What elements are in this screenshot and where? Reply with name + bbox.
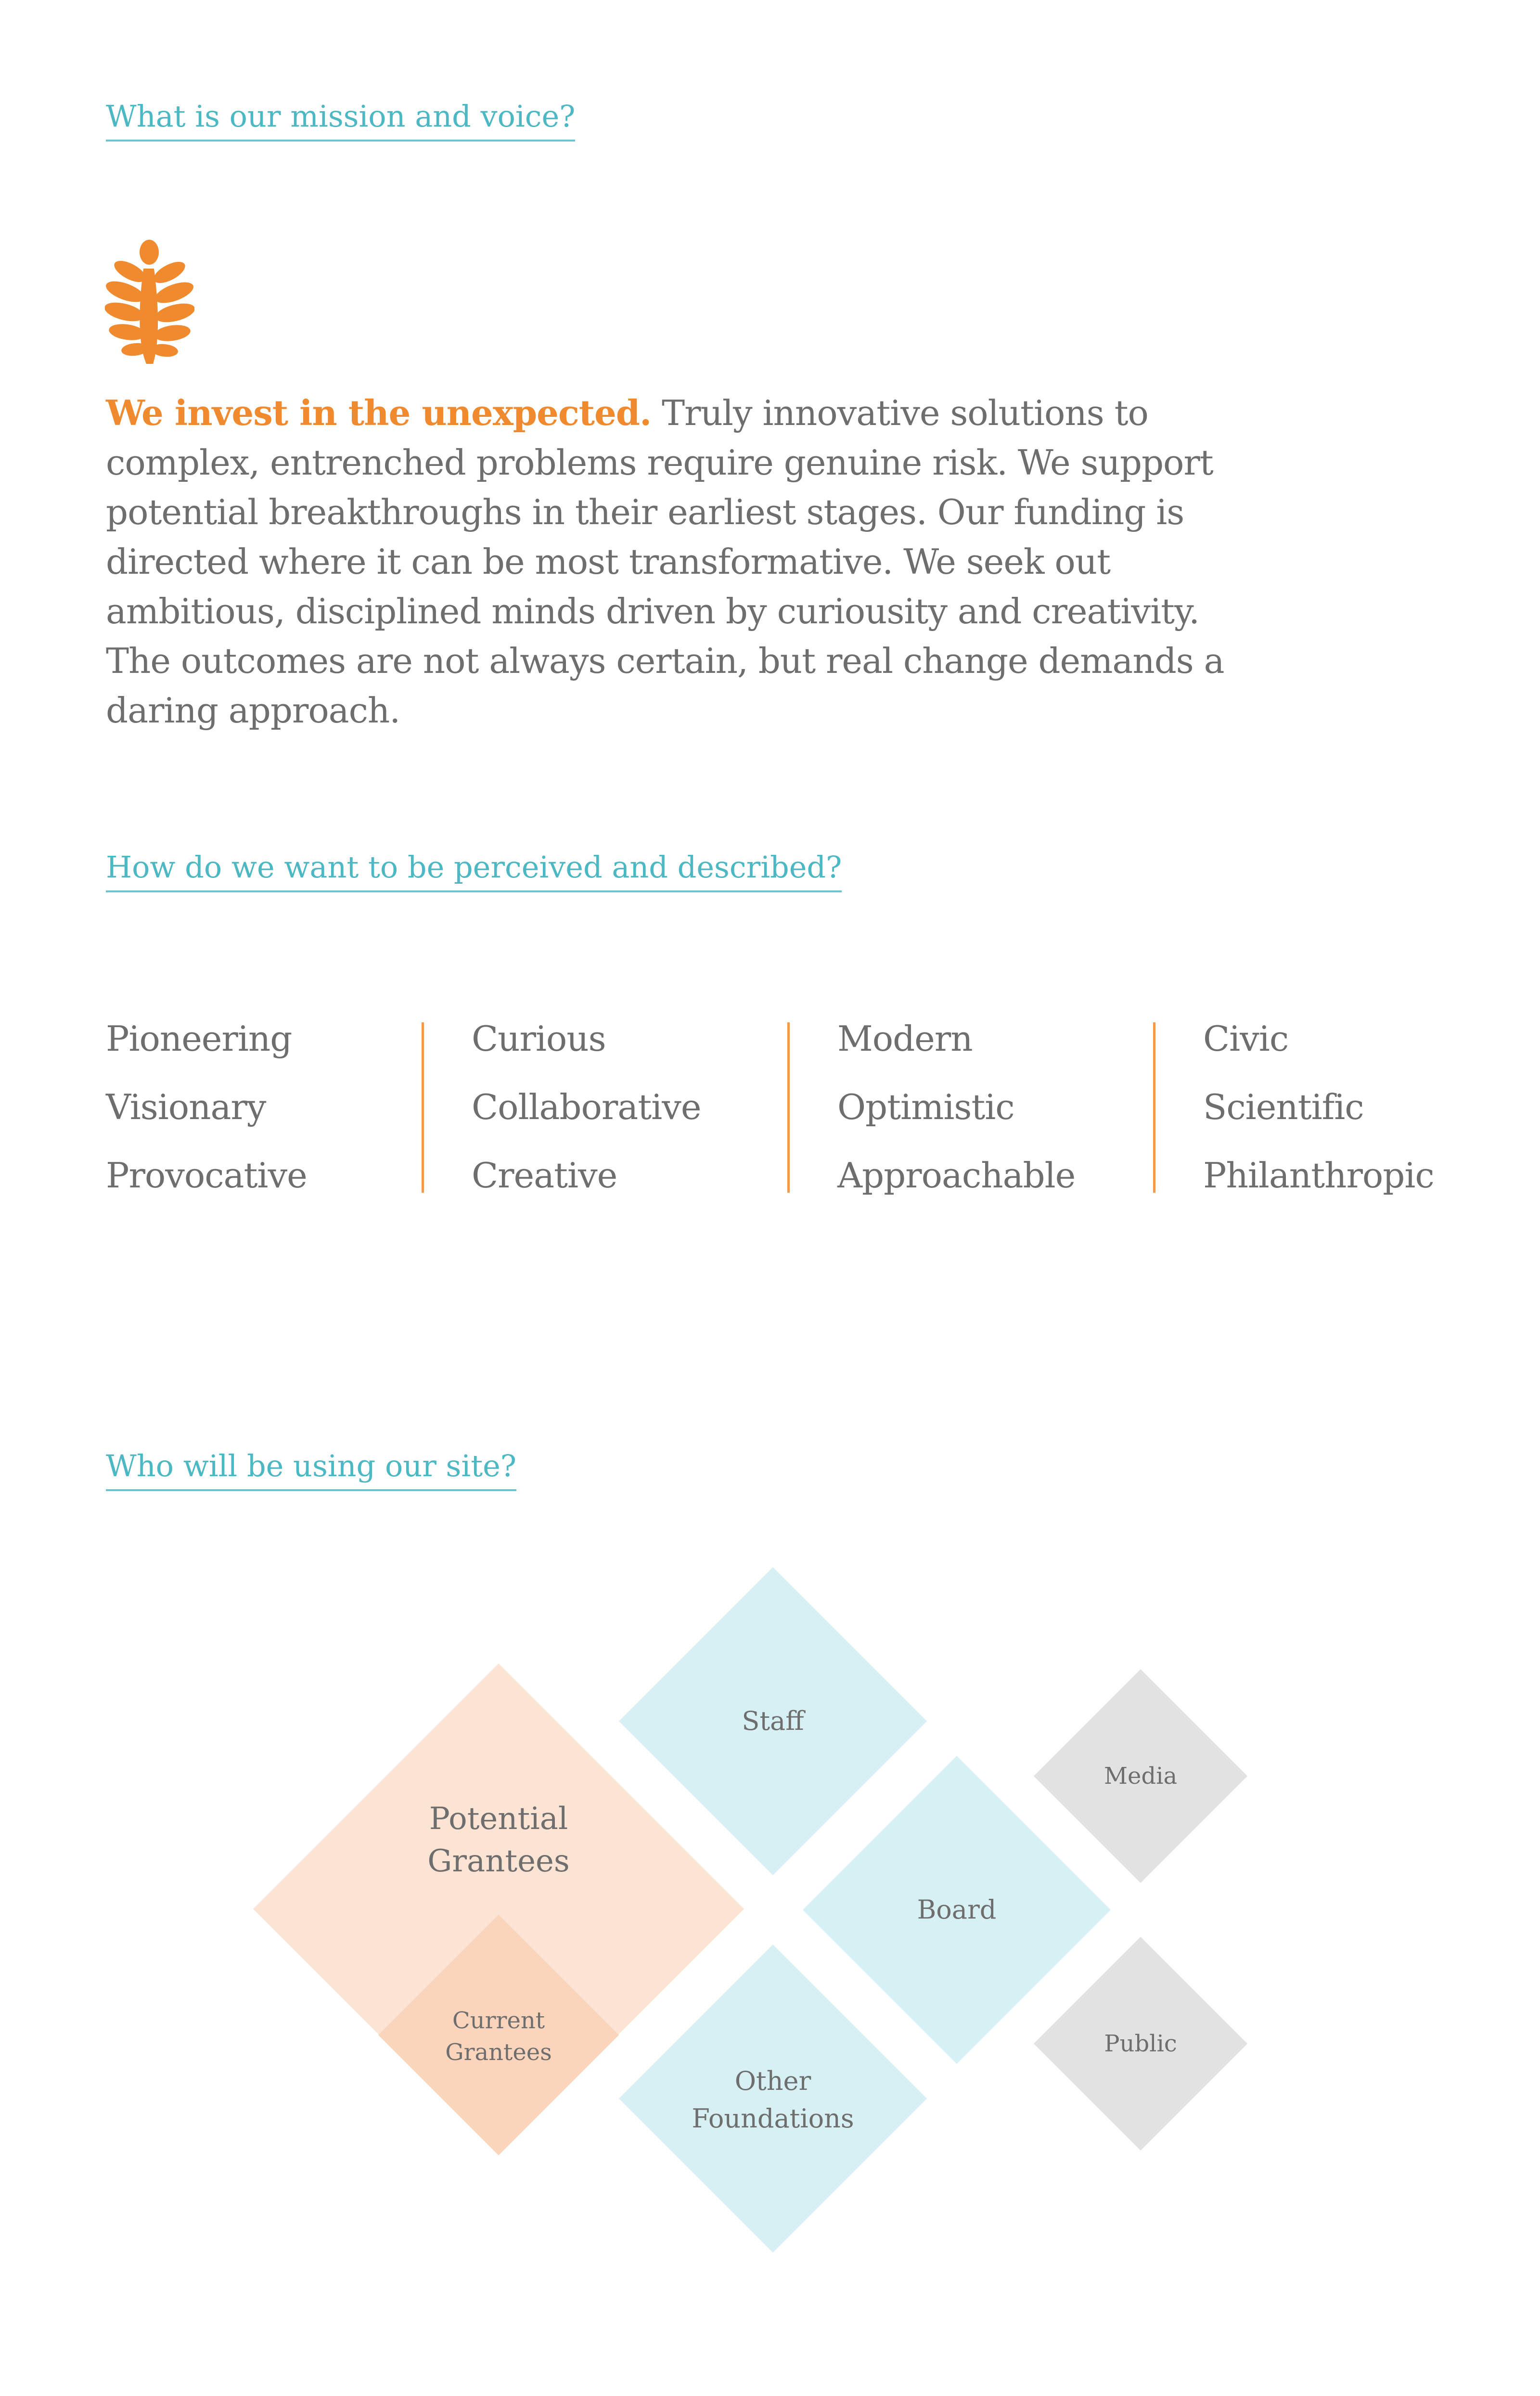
trait-word: Pioneering — [106, 1018, 292, 1059]
brand-traits: Pioneering Visionary Provocative Curious… — [106, 1015, 1482, 1198]
other-foundations-diamond — [619, 1945, 927, 2253]
trait-word: Approachable — [837, 1155, 1076, 1196]
column-divider — [422, 1022, 424, 1193]
current-grantees-label: Current — [452, 2007, 545, 2034]
other-foundations-label: Other — [735, 2066, 811, 2096]
column-divider — [1153, 1022, 1155, 1193]
staff-label: Staff — [742, 1706, 806, 1736]
other-foundations-label: Foundations — [692, 2103, 854, 2134]
public-label: Public — [1104, 2030, 1177, 2057]
mission-heading: What is our mission and voice? — [106, 100, 576, 142]
trait-word: Collaborative — [472, 1087, 701, 1127]
mission-body: Truly innovative solutions to complex, e… — [106, 393, 1225, 731]
audience-diagram: Potential Grantees Current Grantees Staf… — [253, 1567, 1247, 2253]
trait-word: Visionary — [106, 1087, 266, 1127]
trait-column: Curious Collaborative Creative — [472, 1015, 701, 1220]
current-grantees-diamond — [378, 1915, 619, 2155]
trait-word: Optimistic — [837, 1087, 1015, 1127]
staff-diamond — [619, 1567, 927, 1875]
trait-word: Creative — [472, 1155, 617, 1196]
users-heading: Who will be using our site? — [106, 1449, 517, 1492]
media-label: Media — [1104, 1763, 1177, 1790]
trait-word: Scientific — [1203, 1087, 1364, 1127]
trait-column: Civic Scientific Philanthropic — [1203, 1015, 1435, 1220]
board-diamond — [803, 1756, 1111, 2064]
mission-statement: We invest in the unexpected. Truly innov… — [106, 388, 1261, 735]
leaf-icon — [105, 240, 194, 364]
current-grantees-label: Grantees — [445, 2039, 552, 2066]
mission-lead: We invest in the unexpected. — [106, 392, 652, 433]
trait-column: Pioneering Visionary Provocative — [106, 1015, 308, 1220]
board-label: Board — [917, 1894, 997, 1925]
trait-word: Provocative — [106, 1155, 308, 1196]
public-diamond — [1034, 1937, 1247, 2151]
potential-grantees-label: Potential — [429, 1801, 568, 1837]
column-divider — [787, 1022, 790, 1193]
perception-heading: How do we want to be perceived and descr… — [106, 850, 842, 893]
potential-grantees-diamond — [253, 1663, 744, 2154]
trait-word: Modern — [837, 1018, 973, 1059]
trait-word: Civic — [1203, 1018, 1289, 1059]
trait-column: Modern Optimistic Approachable — [837, 1015, 1076, 1220]
potential-grantees-label: Grantees — [427, 1843, 569, 1879]
trait-word: Philanthropic — [1203, 1155, 1435, 1196]
media-diamond — [1034, 1669, 1247, 1883]
trait-word: Curious — [472, 1018, 606, 1059]
